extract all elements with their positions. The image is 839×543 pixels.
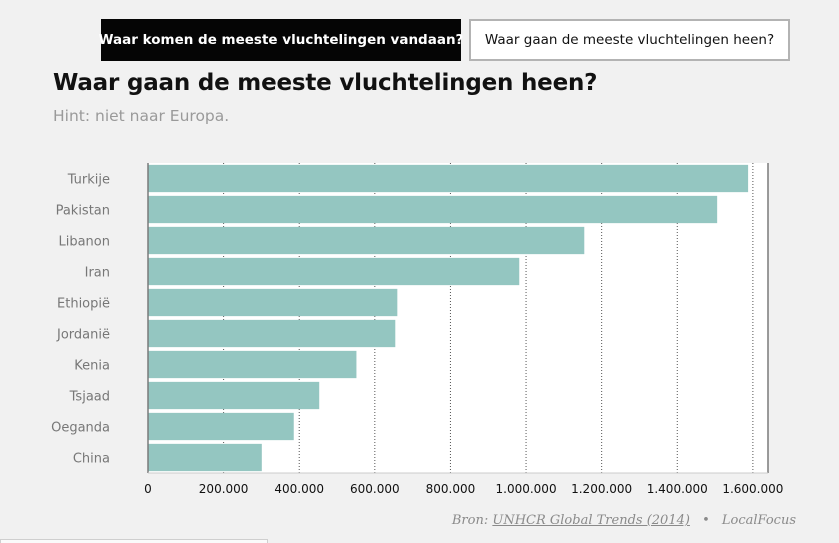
category-label-1: Pakistan — [56, 204, 110, 219]
bar-4 — [148, 288, 398, 317]
category-label-9: China — [73, 452, 110, 467]
chart-title: Waar gaan de meeste vluchtelingen heen? — [53, 70, 598, 96]
x-tick-label-7: 1.400.000 — [647, 482, 708, 496]
category-label-8: Oeganda — [51, 421, 110, 436]
tab-bar: Waar komen de meeste vluchtelingen vanda… — [99, 19, 790, 61]
horizontal-scrollbar[interactable] — [0, 539, 268, 543]
tab-destination[interactable]: Waar gaan de meeste vluchtelingen heen? — [469, 19, 790, 61]
source-note: Bron: UNHCR Global Trends (2014) • Local… — [452, 513, 796, 528]
tab-origin[interactable]: Waar komen de meeste vluchtelingen vanda… — [99, 19, 463, 61]
x-tick-label-1: 200.000 — [199, 482, 249, 496]
category-label-4: Ethiopië — [57, 297, 110, 312]
category-label-3: Iran — [85, 266, 110, 281]
source-link[interactable]: UNHCR Global Trends (2014) — [492, 513, 690, 528]
source-credit: LocalFocus — [721, 513, 796, 528]
category-label-0: Turkije — [67, 173, 110, 188]
source-prefix: Bron: — [451, 513, 489, 528]
category-label-2: Libanon — [58, 235, 110, 250]
category-label-5: Jordanië — [56, 328, 110, 343]
x-tick-label-2: 400.000 — [274, 482, 324, 496]
source-separator: • — [702, 513, 710, 528]
bar-7 — [148, 381, 320, 410]
bar-9 — [148, 443, 262, 472]
bar-1 — [148, 195, 718, 224]
bar-0 — [148, 164, 749, 193]
bar-3 — [148, 257, 520, 286]
category-label-6: Kenia — [74, 359, 110, 374]
x-tick-label-4: 800.000 — [426, 482, 476, 496]
x-tick-label-3: 600.000 — [350, 482, 400, 496]
bar-6 — [148, 350, 357, 379]
x-tick-label-8: 1.600.000 — [722, 482, 783, 496]
bar-5 — [148, 319, 396, 348]
x-tick-label-6: 1.200.000 — [571, 482, 632, 496]
bar-2 — [148, 226, 585, 255]
category-label-7: Tsjaad — [69, 390, 110, 405]
bar-8 — [148, 412, 294, 441]
x-tick-label-5: 1.000.000 — [496, 482, 557, 496]
x-tick-label-0: 0 — [144, 482, 152, 496]
chart-subtitle: Hint: niet naar Europa. — [53, 107, 230, 125]
